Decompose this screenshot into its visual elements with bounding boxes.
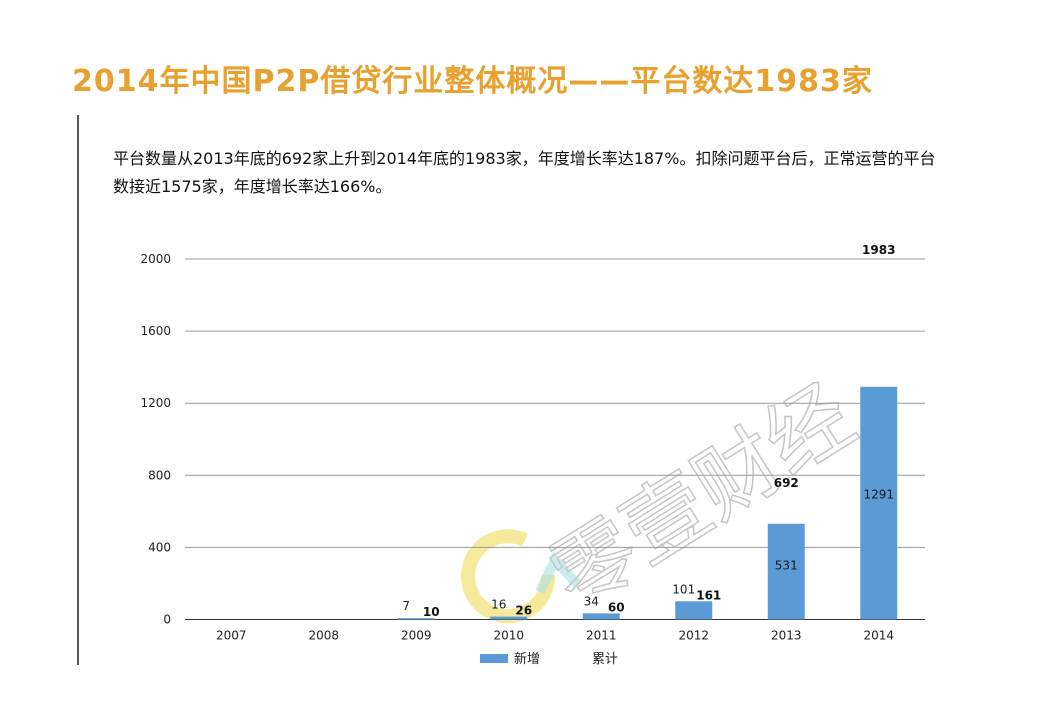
data-label-new: 1291 [863, 487, 894, 501]
x-tick-label: 2009 [401, 629, 432, 643]
x-tick-label: 2008 [308, 629, 339, 643]
bars-series-new: 7 10 16 26 34 60 101 161 531 692 1291 1983 [397, 243, 898, 620]
legend-swatch-new [480, 654, 508, 663]
data-label-new: 16 [491, 598, 506, 612]
data-label-cumulative: 60 [608, 600, 625, 614]
left-vertical-rule [77, 115, 79, 665]
data-label-new: 34 [584, 594, 599, 608]
y-tick-label: 1600 [140, 324, 171, 338]
legend-label-new: 新增 [514, 651, 540, 667]
data-label-cumulative: 1983 [862, 243, 895, 257]
slide-title: 2014年中国P2P借贷行业整体概况——平台数达1983家 [72, 64, 873, 99]
summary-paragraph: 平台数量从2013年底的692家上升到2014年底的1983家，年度增长率达18… [113, 145, 943, 201]
y-axis-ticks: 0 400 800 1200 1600 2000 [140, 252, 171, 627]
x-tick-label: 2013 [771, 629, 802, 643]
y-tick-label: 1200 [140, 396, 171, 410]
x-axis-ticks: 2007 2008 2009 2010 2011 2012 2013 2014 [216, 629, 894, 643]
legend-label-cumulative: 累计 [592, 652, 618, 667]
data-label-new: 101 [672, 582, 695, 596]
data-label-cumulative: 10 [423, 605, 440, 619]
x-tick-label: 2010 [493, 629, 524, 643]
bar-new-2013 [767, 523, 805, 620]
x-tick-label: 2014 [863, 629, 894, 643]
watermark-logo-yellow-arc [461, 529, 556, 624]
bar-new-2011 [582, 613, 620, 620]
watermark-logo-cyan-arc [535, 551, 582, 595]
data-label-new: 7 [402, 599, 410, 613]
y-tick-label: 800 [148, 468, 171, 482]
bar-new-2014 [860, 386, 898, 620]
data-label-cumulative: 26 [515, 604, 532, 618]
bar-new-2009 [397, 618, 435, 620]
legend: 新增 累计 [480, 651, 618, 667]
x-tick-label: 2007 [216, 629, 247, 643]
y-tick-label: 0 [163, 613, 171, 627]
y-tick-label: 2000 [140, 252, 171, 266]
y-tick-label: 400 [148, 540, 171, 554]
summary-text: 平台数量从2013年底的692家上升到2014年底的1983家，年度增长率达18… [113, 149, 936, 196]
data-label-new: 531 [775, 559, 798, 573]
bar-new-2010 [490, 616, 528, 620]
bar-new-2012 [675, 601, 713, 620]
x-tick-label: 2012 [678, 629, 709, 643]
watermark: 零壹财经 [461, 365, 871, 628]
x-tick-label: 2011 [586, 629, 617, 643]
data-label-cumulative: 692 [774, 476, 799, 490]
data-label-cumulative: 161 [696, 588, 721, 602]
